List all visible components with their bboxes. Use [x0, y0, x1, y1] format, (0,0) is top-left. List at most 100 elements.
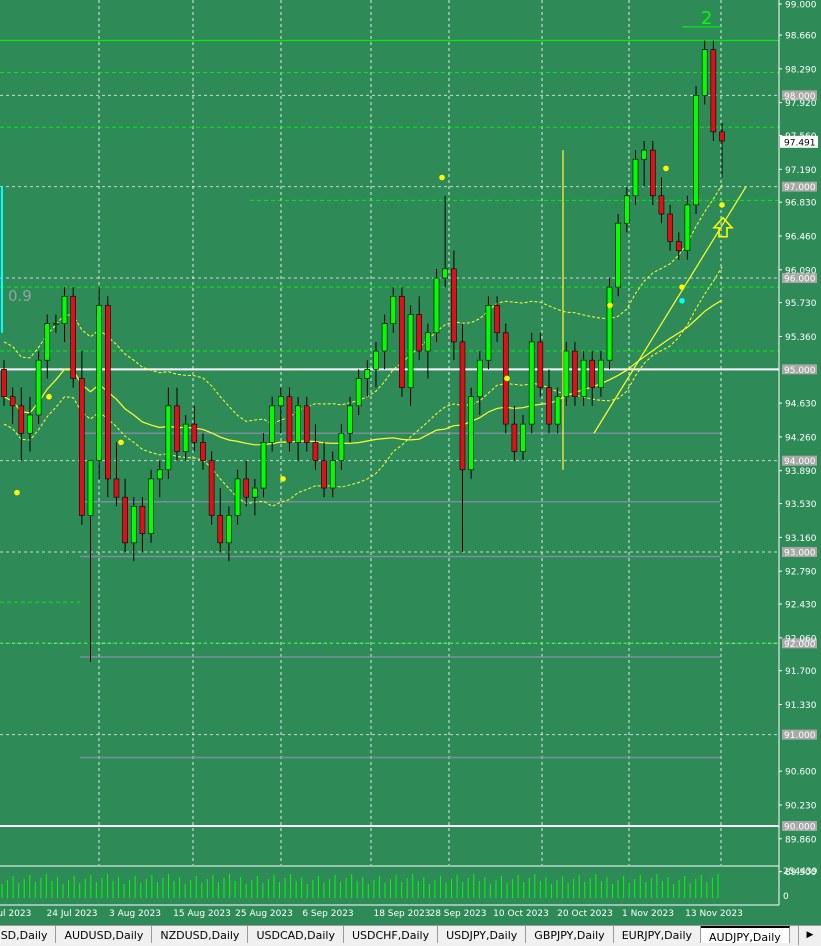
symbol-tab-5[interactable]: USDJPY,Daily: [438, 926, 527, 943]
price-tick-label: 93.530: [785, 500, 817, 510]
bull-candle: [96, 305, 102, 461]
volume-zero-label: 0: [783, 892, 789, 902]
candlesticks: [1, 40, 725, 662]
bull-candle: [338, 432, 345, 461]
date-tick-label: 25 Aug 2023: [235, 909, 293, 919]
round-level-box: [782, 546, 817, 557]
bear-candle: [243, 478, 250, 498]
bear-candle: [451, 268, 457, 343]
bull-candle: [598, 359, 604, 388]
bull-candle: [269, 405, 275, 443]
bear-candle: [208, 460, 215, 516]
signal-dot: [719, 202, 725, 208]
bear-candle: [303, 405, 310, 443]
current-price-label: 97.491: [784, 138, 816, 148]
signal-dot: [439, 174, 445, 181]
signal-dot: [679, 298, 685, 304]
date-tick-label: 28 Sep 2023: [429, 909, 486, 919]
wave-label: 2: [701, 8, 712, 29]
round-level-box: [782, 90, 817, 101]
price-tick-label: 95.360: [785, 333, 817, 343]
bear-candle: [572, 350, 578, 398]
round-level-label: 92.000: [784, 640, 816, 650]
price-tick-label: 93.890: [785, 467, 817, 477]
price-tick-label: 91.330: [785, 701, 817, 711]
bear-candle: [286, 396, 293, 443]
date-tick-label: 3 Aug 2023: [109, 909, 161, 919]
signal-dot: [46, 393, 52, 400]
price-tick-label: 97.190: [785, 166, 817, 176]
bear-candle: [122, 496, 128, 544]
bear-candle: [546, 387, 552, 425]
bear-candle: [667, 213, 673, 242]
bull-candle: [364, 369, 371, 379]
date-tick-label: 10 Oct 2023: [493, 909, 549, 919]
price-tick-label: 89.500: [785, 868, 817, 878]
price-tick-label: 98.290: [785, 65, 817, 75]
bear-candle: [321, 460, 327, 489]
bear-candle: [312, 442, 319, 461]
bear-candle: [511, 423, 518, 452]
horizontal-levels: [0, 39, 779, 827]
symbol-tab-1[interactable]: AUDUSD,Daily: [56, 926, 153, 943]
trendline: [593, 186, 747, 434]
bull-candle: [407, 314, 414, 388]
symbol-tab-8[interactable]: AUDJPY,Daily: [701, 926, 790, 944]
bull-candle: [485, 305, 492, 361]
bull-candle: [182, 423, 189, 452]
date-tick-label: 1 Nov 2023: [622, 909, 674, 919]
bull-candle: [641, 149, 647, 160]
round-level-label: 91.000: [784, 731, 816, 741]
round-level-box: [782, 181, 817, 192]
bull-candle: [130, 506, 137, 544]
bear-candle: [139, 506, 146, 535]
bear-candle: [18, 405, 25, 434]
price-tick-label: 96.460: [785, 232, 817, 242]
bear-candle: [658, 195, 665, 215]
bull-candle: [425, 332, 431, 352]
bull-candle: [624, 195, 630, 224]
bear-candle: [399, 295, 405, 388]
price-tick-label: 93.160: [785, 534, 817, 544]
symbol-tab-3[interactable]: USDCAD,Daily: [248, 926, 344, 943]
volume-max-label: 254439: [783, 867, 818, 877]
bull-candle: [476, 359, 483, 398]
bull-candle: [693, 95, 699, 206]
date-tick-label: 20 Oct 2023: [557, 909, 613, 919]
symbol-tab-7[interactable]: EURJPY,Daily: [614, 926, 702, 943]
price-chart[interactable]: 20.9 98.00097.00096.00095.00094.00093.00…: [0, 0, 821, 925]
bull-candle: [226, 515, 232, 544]
round-level-box: [782, 638, 817, 649]
date-tick-label: 18 Sep 2023: [373, 909, 430, 919]
bull-candle: [554, 396, 561, 425]
bear-candle: [649, 149, 656, 197]
bull-candle: [373, 350, 379, 370]
bull-candle: [44, 323, 51, 361]
symbol-tab-4[interactable]: USDCHF,Daily: [344, 926, 439, 943]
bear-candle: [589, 359, 596, 388]
bull-candle: [684, 204, 691, 251]
bull-candle: [528, 341, 535, 425]
symbol-tab-2[interactable]: NZDUSD,Daily: [152, 926, 249, 943]
signal-dot: [607, 302, 613, 309]
bull-candle: [468, 396, 474, 471]
bear-candle: [1, 369, 7, 398]
tab-scroll-right-icon[interactable]: ▶: [798, 926, 821, 945]
bull-candle: [165, 405, 172, 471]
up-arrow-icon: [712, 216, 734, 238]
price-tick-label: 96.090: [785, 266, 817, 276]
price-tick-label: 96.830: [785, 199, 817, 209]
bull-candle: [260, 442, 267, 489]
bear-candle: [113, 478, 120, 498]
annotations: 20.9: [1, 8, 747, 496]
bear-candle: [9, 396, 16, 407]
current-price-box: [780, 135, 818, 148]
symbol-tab-0[interactable]: EURUSD,Daily: [0, 926, 57, 943]
bear-candle: [494, 305, 500, 334]
price-tick-label: 97.920: [785, 99, 817, 109]
bull-candle: [347, 405, 353, 434]
symbol-tab-6[interactable]: GBPJPY,Daily: [526, 926, 614, 943]
bull-candle: [632, 158, 639, 197]
bull-candle: [615, 222, 621, 288]
time-axis: Jul 2023 24 Jul 2023 3 Aug 2023 15 Aug 2023…: [0, 909, 743, 919]
